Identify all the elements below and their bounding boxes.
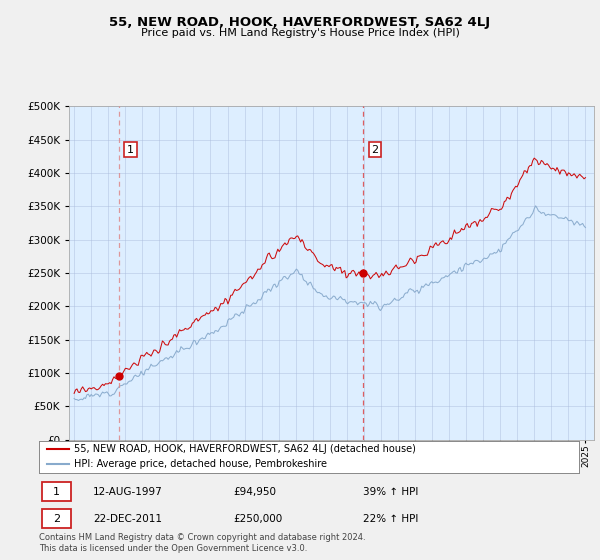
Text: 22% ↑ HPI: 22% ↑ HPI (363, 514, 418, 524)
Text: 39% ↑ HPI: 39% ↑ HPI (363, 487, 418, 497)
Text: 55, NEW ROAD, HOOK, HAVERFORDWEST, SA62 4LJ (detached house): 55, NEW ROAD, HOOK, HAVERFORDWEST, SA62 … (74, 444, 416, 454)
Text: 22-DEC-2011: 22-DEC-2011 (93, 514, 162, 524)
Text: 2: 2 (53, 514, 60, 524)
Text: £94,950: £94,950 (233, 487, 277, 497)
Text: 2: 2 (371, 144, 379, 155)
Text: HPI: Average price, detached house, Pembrokeshire: HPI: Average price, detached house, Pemb… (74, 459, 327, 469)
Text: 12-AUG-1997: 12-AUG-1997 (93, 487, 163, 497)
FancyBboxPatch shape (42, 509, 71, 528)
Text: £250,000: £250,000 (233, 514, 283, 524)
Text: Price paid vs. HM Land Registry's House Price Index (HPI): Price paid vs. HM Land Registry's House … (140, 28, 460, 38)
Text: 1: 1 (127, 144, 134, 155)
Text: Contains HM Land Registry data © Crown copyright and database right 2024.
This d: Contains HM Land Registry data © Crown c… (39, 533, 365, 553)
Text: 1: 1 (53, 487, 60, 497)
FancyBboxPatch shape (42, 482, 71, 501)
Text: 55, NEW ROAD, HOOK, HAVERFORDWEST, SA62 4LJ: 55, NEW ROAD, HOOK, HAVERFORDWEST, SA62 … (109, 16, 491, 29)
